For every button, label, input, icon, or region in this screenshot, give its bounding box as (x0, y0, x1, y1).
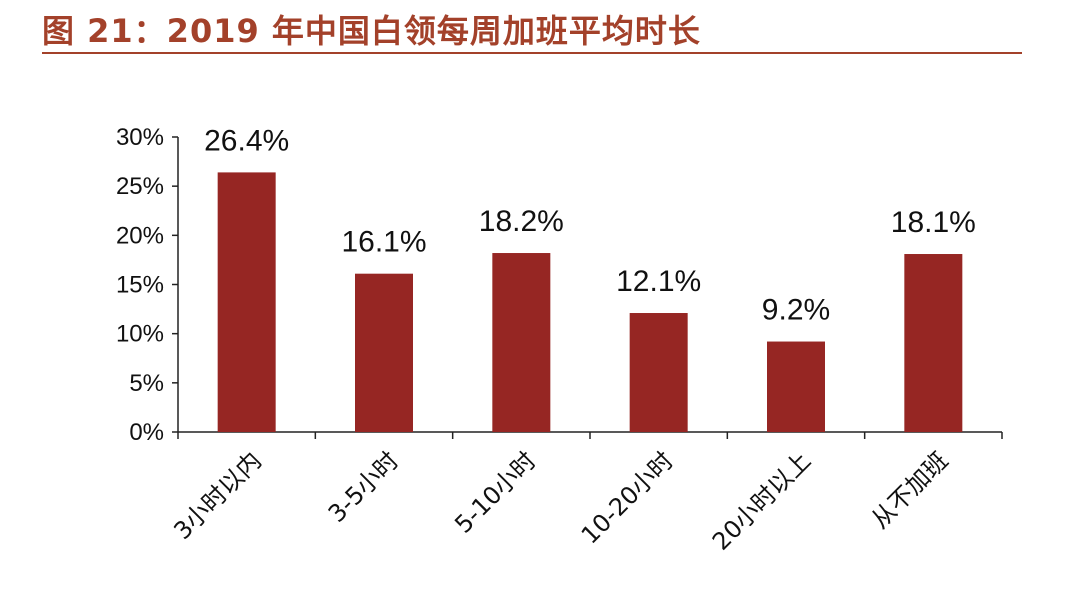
data-label: 12.1% (616, 265, 701, 298)
category-label: 5-10小时 (449, 446, 541, 538)
title-underline (42, 52, 1022, 54)
category-label: 3小时以内 (168, 446, 266, 544)
y-tick-label: 30% (116, 124, 164, 151)
category-labels: 3小时以内 3-5小时 5-10小时 10-20小时 20小时以上 从不加班 (168, 446, 953, 555)
bar (492, 253, 551, 432)
y-tick-label: 25% (116, 173, 164, 200)
data-label: 16.1% (341, 226, 426, 259)
bar (767, 341, 825, 432)
data-label: 18.2% (479, 205, 564, 238)
data-labels: 26.4% 16.1% 18.2% 12.1% 9.2% 18.1% (204, 124, 976, 326)
bar (904, 254, 963, 432)
figure-title: 图 21：2019 年中国白领每周加班平均时长 (42, 12, 701, 50)
category-label: 10-20小时 (576, 446, 679, 549)
data-label: 9.2% (762, 294, 830, 327)
bar (217, 172, 276, 432)
y-tick-label: 15% (116, 272, 164, 299)
data-label: 18.1% (891, 206, 976, 239)
y-tick-label: 0% (129, 419, 164, 446)
x-axis (177, 431, 1003, 439)
bars (217, 172, 963, 432)
bar (629, 313, 688, 432)
bar (355, 273, 413, 432)
data-label: 26.4% (204, 124, 289, 157)
y-axis: 0% 5% 10% 15% 20% 25% 30% (116, 124, 179, 446)
y-tick-label: 20% (116, 222, 164, 249)
category-label: 从不加班 (866, 446, 954, 534)
y-tick-label: 10% (116, 321, 164, 348)
category-label: 20小时以上 (707, 446, 816, 555)
category-label: 3-5小时 (323, 446, 404, 527)
y-tick-label: 5% (129, 370, 164, 397)
